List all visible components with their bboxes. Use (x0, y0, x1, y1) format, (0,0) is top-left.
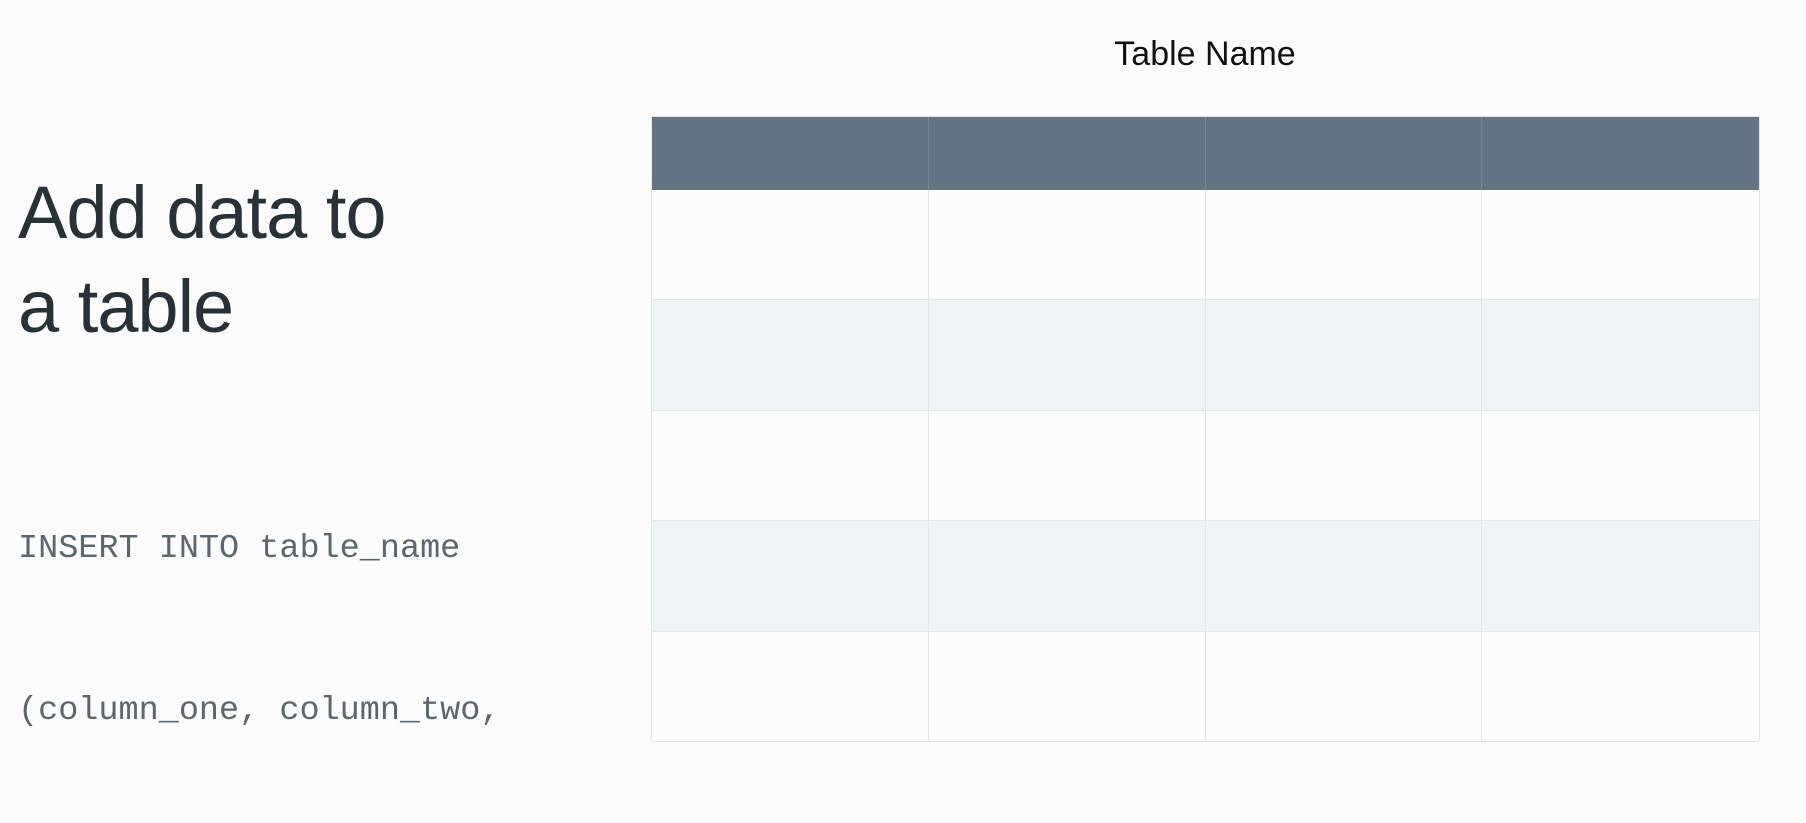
table-cell (928, 410, 1206, 522)
table-cell (652, 521, 929, 632)
sql-code-line-2: (column_one, column_two, (18, 692, 501, 730)
table-cell (1205, 521, 1483, 632)
table-diagram (651, 116, 1760, 742)
table-header-cell (1482, 117, 1759, 190)
table-cell (1205, 631, 1483, 742)
table-cell (1482, 300, 1759, 411)
table-cell (1482, 521, 1759, 632)
table-cell (928, 300, 1206, 411)
table-cell (1205, 410, 1483, 522)
table-cell (928, 190, 1206, 301)
table-cell (652, 410, 929, 522)
table-header-cell (928, 117, 1206, 190)
table-cell (928, 521, 1206, 632)
table-cell (1482, 410, 1759, 522)
table-cell (928, 631, 1206, 742)
sql-code-line-1: INSERT INTO table_name (18, 530, 461, 568)
table-cell (652, 631, 929, 742)
table-header-cell (652, 117, 929, 190)
table-cell (652, 190, 929, 301)
table-cell (1482, 631, 1759, 742)
table-cell (1205, 190, 1483, 301)
table-cell (1482, 190, 1759, 301)
table-title: Table Name (1114, 35, 1296, 73)
table-cell (1205, 300, 1483, 411)
slide-title-line-1: Add data to (18, 171, 387, 254)
slide-title-line-2: a table (18, 265, 234, 348)
slide-title: Add data to a table (18, 166, 578, 354)
sql-code-block: INSERT INTO table_name (column_one, colu… (18, 414, 618, 823)
table-cell (652, 300, 929, 411)
table-header-cell (1205, 117, 1483, 190)
